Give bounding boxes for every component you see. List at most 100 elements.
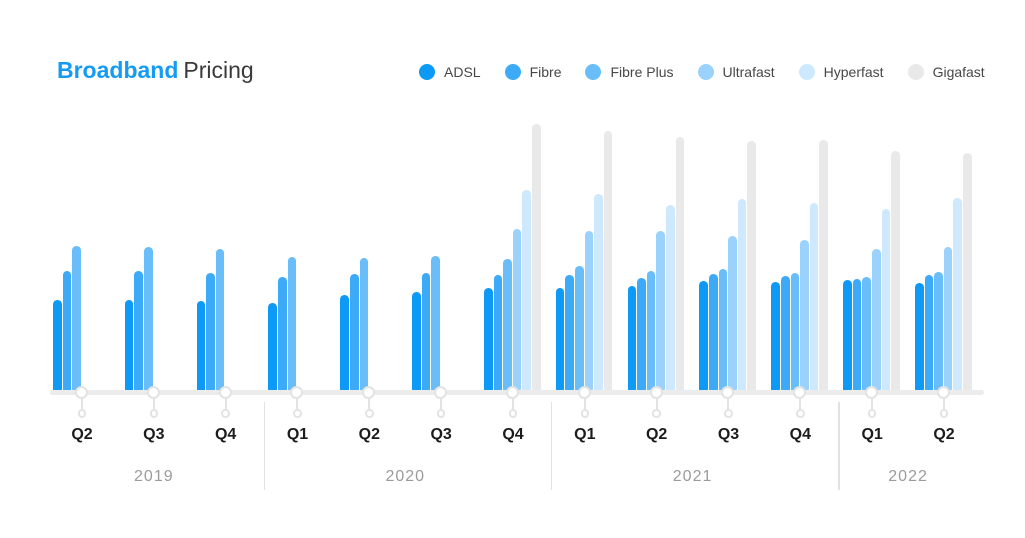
axis-marker-stem (942, 392, 945, 412)
axis-marker-circle (505, 385, 519, 399)
bar-hyperfast-q2-2022 (953, 198, 962, 392)
bar-ultrafast-q2-2022 (943, 247, 953, 392)
bar-adsl-q2-2022 (914, 283, 924, 392)
axis-marker-stem (224, 392, 227, 412)
bar-fibre-q1-2022 (852, 279, 862, 392)
bar-fibre-plus-q4-2019 (215, 249, 225, 392)
bar-ultrafast-q1-2022 (871, 249, 881, 392)
bar-fibre-q1-2020 (278, 277, 287, 392)
x-tick-label: Q4 (214, 426, 237, 443)
bar-fibre-q2-2019 (62, 271, 72, 392)
bar-group-q2-2022 (914, 153, 972, 392)
bar-group-q2-2019 (53, 246, 81, 392)
bar-fibre-plus-q4-2021 (790, 273, 800, 392)
bar-fibre-q2-2020 (349, 274, 359, 392)
bar-hyperfast-q4-2020 (522, 190, 531, 392)
axis-marker-circle (865, 385, 879, 399)
axis-marker-stem (799, 392, 802, 412)
bar-group-q3-2019 (124, 247, 153, 392)
axis-marker-stem (871, 392, 874, 412)
fibre-plus-swatch-icon (585, 64, 602, 80)
bar-fibre-plus-q4-2020 (503, 259, 512, 392)
bar-fibre-plus-q3-2020 (431, 256, 440, 392)
legend-item-hyperfast[interactable]: Hyperfast (798, 64, 884, 80)
gigafast-swatch-icon (907, 64, 924, 80)
legend-label: ADSL (444, 64, 481, 80)
legend-item-gigafast[interactable]: Gigafast (907, 64, 985, 80)
legend-item-ultrafast[interactable]: Ultrafast (697, 64, 775, 80)
axis-marker-dot (580, 409, 590, 418)
bar-fibre-q4-2021 (780, 276, 790, 392)
bar-gigafast-q1-2021 (603, 131, 613, 392)
bar-fibre-q4-2019 (206, 273, 215, 392)
bar-fibre-q1-2021 (565, 275, 575, 392)
axis-marker-circle (649, 385, 663, 399)
bar-fibre-q4-2020 (493, 275, 503, 392)
bar-group-q1-2020 (268, 257, 297, 392)
legend-label: Hyperfast (823, 64, 884, 80)
legend-label: Gigafast (932, 64, 985, 80)
x-tick-label: Q4 (789, 426, 811, 443)
chart-legend: ADSL Fibre Fibre Plus Ultrafast Hyperfast Gig… (419, 56, 985, 88)
bar-fibre-q2-2021 (637, 278, 646, 392)
bar-gigafast-q4-2021 (819, 140, 828, 392)
axis-marker-dot (724, 409, 733, 418)
legend-label: Fibre (529, 64, 562, 80)
bar-ultrafast-q4-2020 (512, 229, 522, 392)
axis-marker-dot (293, 409, 302, 418)
legend-item-fibre[interactable]: Fibre (504, 64, 562, 80)
x-tick-label: Q3 (430, 426, 452, 443)
year-divider (263, 402, 266, 490)
bar-fibre-q3-2021 (709, 274, 718, 392)
axis-marker-dot (867, 409, 877, 418)
x-tick-label: Q1 (861, 426, 883, 443)
bar-gigafast-q1-2022 (891, 151, 900, 392)
ultrafast-swatch-icon (697, 64, 714, 80)
bar-group-q4-2020 (483, 124, 541, 392)
bar-group-q1-2022 (843, 151, 900, 392)
x-tick-label: Q2 (358, 426, 380, 443)
bar-ultrafast-q3-2021 (728, 236, 737, 392)
page-title-rest: Pricing (183, 57, 254, 83)
axis-marker-stem (152, 392, 155, 412)
bar-adsl-q2-2021 (627, 286, 637, 392)
bar-adsl-q3-2021 (699, 281, 709, 392)
axis-marker-stem (368, 392, 371, 412)
bar-fibre-plus-q2-2021 (646, 271, 656, 392)
axis-marker-circle (577, 385, 591, 399)
bar-group-q2-2021 (627, 137, 685, 392)
bar-group-q1-2021 (555, 131, 613, 392)
bar-group-q4-2019 (196, 249, 225, 392)
bar-group-q2-2020 (340, 258, 369, 392)
axis-marker-stem (511, 392, 514, 412)
bar-hyperfast-q4-2021 (809, 203, 819, 392)
legend-label: Ultrafast (722, 64, 775, 80)
bar-fibre-plus-q1-2022 (862, 277, 871, 392)
bar-hyperfast-q1-2022 (881, 209, 891, 392)
year-divider (550, 402, 553, 490)
bar-adsl-q2-2019 (53, 300, 62, 392)
bar-adsl-q3-2019 (124, 300, 134, 392)
bar-adsl-q1-2021 (555, 288, 565, 392)
legend-item-adsl[interactable]: ADSL (419, 64, 481, 80)
page-title-highlight: Broadband (57, 57, 179, 83)
axis-marker-stem (583, 392, 586, 412)
bar-group-q3-2021 (699, 141, 757, 392)
year-label: 2021 (672, 468, 713, 485)
axis-marker-dot (365, 409, 374, 418)
bar-gigafast-q3-2021 (747, 141, 757, 392)
bar-hyperfast-q3-2021 (737, 199, 747, 392)
bar-hyperfast-q1-2021 (594, 194, 603, 392)
bar-gigafast-q2-2021 (675, 137, 685, 392)
legend-item-fibre-plus[interactable]: Fibre Plus (585, 64, 674, 80)
axis-marker-circle (793, 385, 807, 399)
bar-fibre-plus-q2-2019 (72, 246, 81, 392)
x-tick-label: Q4 (502, 426, 524, 443)
axis-marker-dot (77, 409, 87, 418)
x-tick-label: Q3 (717, 426, 740, 443)
axis-marker-circle (75, 385, 88, 399)
x-tick-label: Q2 (71, 426, 93, 443)
bar-adsl-q2-2020 (340, 295, 349, 392)
axis-marker-stem (655, 392, 658, 412)
